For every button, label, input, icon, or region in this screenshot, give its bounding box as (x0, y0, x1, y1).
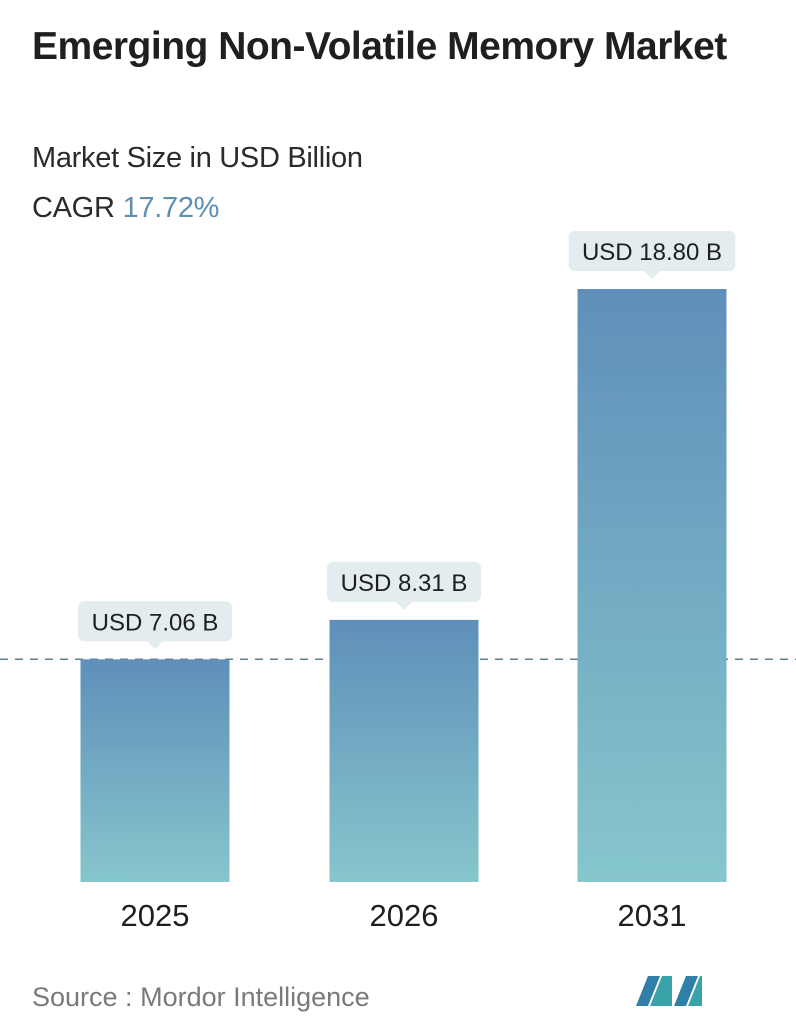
chart-title: Emerging Non-Volatile Memory Market (32, 25, 727, 68)
cagr-line: CAGR 17.72% (32, 188, 219, 228)
data-label-2025: USD 7.06 B (78, 601, 232, 650)
bar-chart: USD 7.06 B 2025 USD 8.31 B 2026 USD 18.80 B 2… (0, 231, 796, 933)
source-label: Source : (32, 982, 133, 1012)
chart-subtitle: Market Size in USD Billion (32, 142, 363, 174)
bar-2026 (329, 619, 479, 882)
svg-text:USD 7.06 B: USD 7.06 B (92, 609, 219, 636)
svg-text:USD 8.31 B: USD 8.31 B (341, 570, 468, 597)
mordor-intelligence-logo (636, 976, 702, 1006)
cagr-value: 17.72% (122, 192, 220, 224)
source-line: Source : Mordor Intelligence (32, 978, 370, 1016)
x-tick-label-2025: 2025 (121, 898, 190, 933)
data-label-2031: USD 18.80 B (568, 231, 736, 279)
x-tick-label-2031: 2031 (618, 898, 687, 933)
x-tick-label-2026: 2026 (370, 898, 439, 933)
svg-text:USD 18.80 B: USD 18.80 B (582, 239, 722, 266)
bar-2031 (577, 289, 727, 882)
cagr-label: CAGR (32, 192, 115, 224)
bar-2025 (80, 659, 230, 882)
source-name: Mordor Intelligence (140, 982, 370, 1012)
data-label-2026: USD 8.31 B (327, 561, 481, 610)
